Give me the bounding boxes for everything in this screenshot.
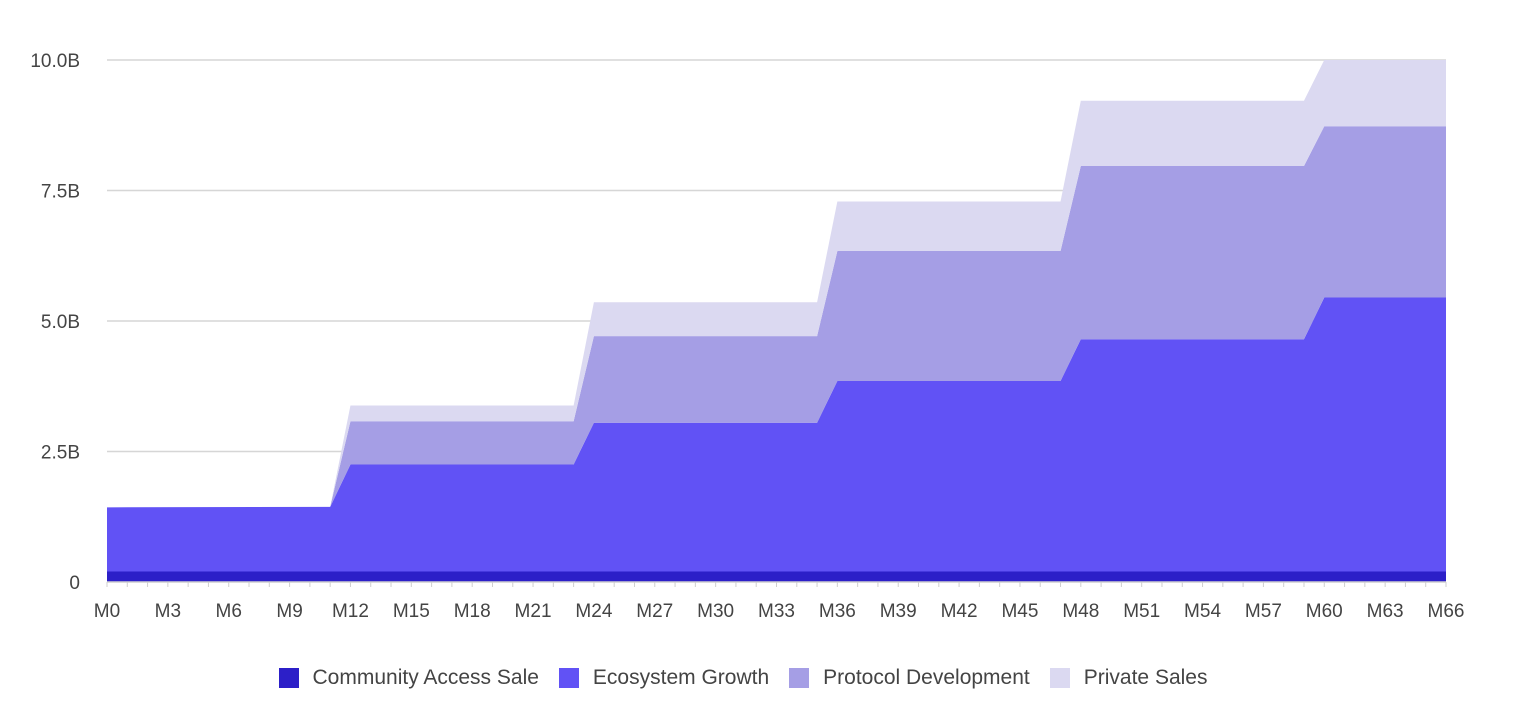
x-tick-label: M24 (575, 601, 612, 622)
x-tick-label: M57 (1245, 601, 1282, 622)
x-tick-label: M42 (941, 601, 978, 622)
x-tick-label: M36 (819, 601, 856, 622)
legend-item-community-access-sale[interactable]: Community Access Sale (278, 666, 539, 690)
y-tick-label: 10.0B (30, 51, 80, 72)
legend-swatch (789, 668, 810, 688)
x-tick-label: M12 (332, 601, 369, 622)
legend-swatch (278, 668, 299, 688)
x-tick-label: M51 (1123, 601, 1160, 622)
y-axis: 0 2.5B 5.0B 7.5B 10.0B (30, 51, 80, 594)
y-tick-label: 2.5B (41, 443, 80, 464)
x-tick-label: M18 (454, 601, 491, 622)
x-tick-label: M6 (216, 601, 242, 622)
x-tick-label: M21 (515, 601, 552, 622)
x-tick-label: M15 (393, 601, 430, 622)
x-tick-label: M27 (636, 601, 673, 622)
y-tick-label: 5.0B (41, 312, 80, 333)
x-tick-label: M9 (276, 601, 302, 622)
legend-label: Protocol Development (823, 666, 1030, 689)
legend-item-protocol-development[interactable]: Protocol Development (789, 666, 1030, 690)
stacked-areas (107, 60, 1446, 582)
area-community-access-sale[interactable] (107, 571, 1446, 582)
y-tick-label: 0 (69, 573, 80, 594)
area-private-sales[interactable] (107, 60, 1446, 508)
legend-swatch (558, 668, 579, 688)
x-tick-label: M33 (758, 601, 795, 622)
legend-label: Ecosystem Growth (592, 666, 770, 689)
x-tick-label: M39 (880, 601, 917, 622)
legend: Community Access Sale Ecosystem Growth P… (0, 666, 1486, 690)
legend-swatch (1049, 668, 1070, 688)
area-chart: M0 M3 M6 M9 M12 M15 M18 M21 M24 M27 M30 M33 M36 M39 M4… (30, 51, 1465, 622)
legend-label: Private Sales (1083, 666, 1208, 689)
area-ecosystem-growth[interactable] (107, 297, 1446, 572)
legend-item-private-sales[interactable]: Private Sales (1049, 666, 1208, 690)
x-tick-label: M45 (1001, 601, 1038, 622)
x-axis: M0 M3 M6 M9 M12 M15 M18 M21 M24 M27 M30 M33 M36 M39 M4… (94, 581, 1465, 622)
area-protocol-development[interactable] (107, 126, 1446, 508)
x-tick-label: M0 (94, 601, 120, 622)
legend-item-ecosystem-growth[interactable]: Ecosystem Growth (558, 666, 770, 690)
x-tick-label: M54 (1184, 601, 1221, 622)
x-tick-label: M66 (1428, 601, 1465, 622)
x-tick-label: M63 (1367, 601, 1404, 622)
x-tick-label: M30 (697, 601, 734, 622)
legend-label: Community Access Sale (312, 666, 539, 689)
y-tick-label: 7.5B (41, 182, 80, 203)
x-tick-label: M60 (1306, 601, 1343, 622)
x-tick-label: M3 (155, 601, 181, 622)
x-tick-label: M48 (1062, 601, 1099, 622)
